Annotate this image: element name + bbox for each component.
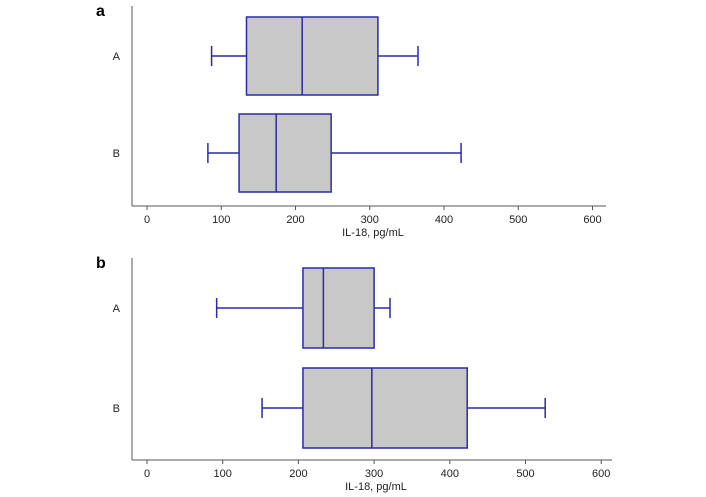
x-tick-label: 100 <box>212 214 230 226</box>
iqr-box <box>302 267 375 349</box>
x-tick-label: 400 <box>441 468 459 480</box>
x-tick-label: 0 <box>144 468 150 480</box>
x-tick-label: 500 <box>516 468 534 480</box>
category-label: B <box>113 403 120 415</box>
category-label: A <box>113 303 121 315</box>
panel-label: a <box>96 3 105 20</box>
x-tick-label: 600 <box>592 468 610 480</box>
box-panel-b: b 0 100 200 300 400 500 600 IL-18, pg/mL A B <box>96 255 612 493</box>
box-A: A <box>113 16 419 96</box>
iqr-box <box>245 16 379 96</box>
iqr-box <box>302 367 468 449</box>
x-tick-label: 600 <box>583 214 601 226</box>
x-tick-label: 0 <box>144 214 150 226</box>
x-tick-label: 100 <box>214 468 232 480</box>
iqr-box <box>238 113 332 193</box>
category-label: B <box>113 148 120 160</box>
box-B: B <box>113 113 462 193</box>
x-tick-label: 200 <box>286 214 304 226</box>
box-panel-a: a 0 100 200 300 400 500 600 IL-18, pg/mL A B <box>96 3 606 239</box>
x-tick-label: 200 <box>289 468 307 480</box>
box-B: B <box>113 367 546 449</box>
x-axis-title: IL-18, pg/mL <box>342 227 404 239</box>
x-tick-label: 300 <box>361 214 379 226</box>
box-A: A <box>113 267 391 349</box>
x-tick-label: 400 <box>435 214 453 226</box>
panel-label: b <box>96 255 106 272</box>
x-tick-label: 300 <box>365 468 383 480</box>
x-tick-label: 500 <box>509 214 527 226</box>
x-axis-title: IL-18, pg/mL <box>345 481 407 493</box>
category-label: A <box>113 51 121 63</box>
